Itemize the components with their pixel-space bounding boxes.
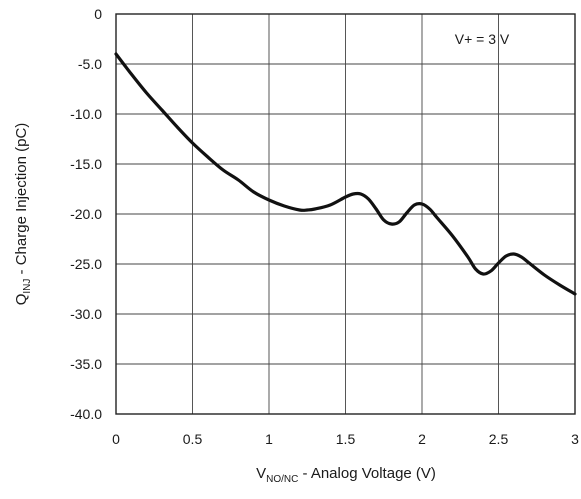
x-axis-title-rest: - Analog Voltage (V) (298, 465, 436, 482)
y-tick-label: 0 (94, 6, 102, 22)
x-axis-title-subscript: NO/NC (266, 474, 298, 485)
charge-injection-curve (114, 52, 577, 296)
grid-layer (115, 13, 576, 415)
y-tick-label: -10.0 (70, 106, 102, 122)
y-tick-labels: 0 -5.0 -10.0 -15.0 -20.0 -25.0 -30.0 -35.0 -40.0 (70, 6, 102, 422)
y-axis-title-main: Q (13, 294, 30, 306)
plot-frame-layer (115, 13, 576, 415)
x-tick-labels: 0 0.5 1 1.5 2 2.5 3 (112, 431, 579, 447)
x-tick-label: 1.5 (336, 431, 356, 447)
y-tick-label: -5.0 (78, 56, 102, 72)
plot-frame (115, 13, 576, 415)
x-axis-title-main: V (256, 465, 266, 482)
y-axis-title-rest: - Charge Injection (pC) (13, 123, 30, 279)
y-tick-label: -15.0 (70, 156, 102, 172)
x-tick-label: 0.5 (183, 431, 203, 447)
series-layer (114, 52, 577, 296)
y-tick-label: -25.0 (70, 256, 102, 272)
x-tick-label: 2 (418, 431, 426, 447)
x-tick-label: 2.5 (489, 431, 509, 447)
y-tick-label: -30.0 (70, 306, 102, 322)
y-tick-label: -40.0 (70, 406, 102, 422)
condition-annotation: V+ = 3 V (455, 31, 510, 47)
x-tick-label: 0 (112, 431, 120, 447)
y-tick-label: -20.0 (70, 206, 102, 222)
x-axis-title: VNO/NC - Analog Voltage (V) (256, 465, 436, 485)
y-axis-title: QINJ - Charge Injection (pC) (13, 123, 33, 306)
y-axis-title-subscript: INJ (22, 279, 33, 294)
y-tick-label: -35.0 (70, 356, 102, 372)
x-tick-label: 1 (265, 431, 273, 447)
x-tick-label: 3 (571, 431, 579, 447)
